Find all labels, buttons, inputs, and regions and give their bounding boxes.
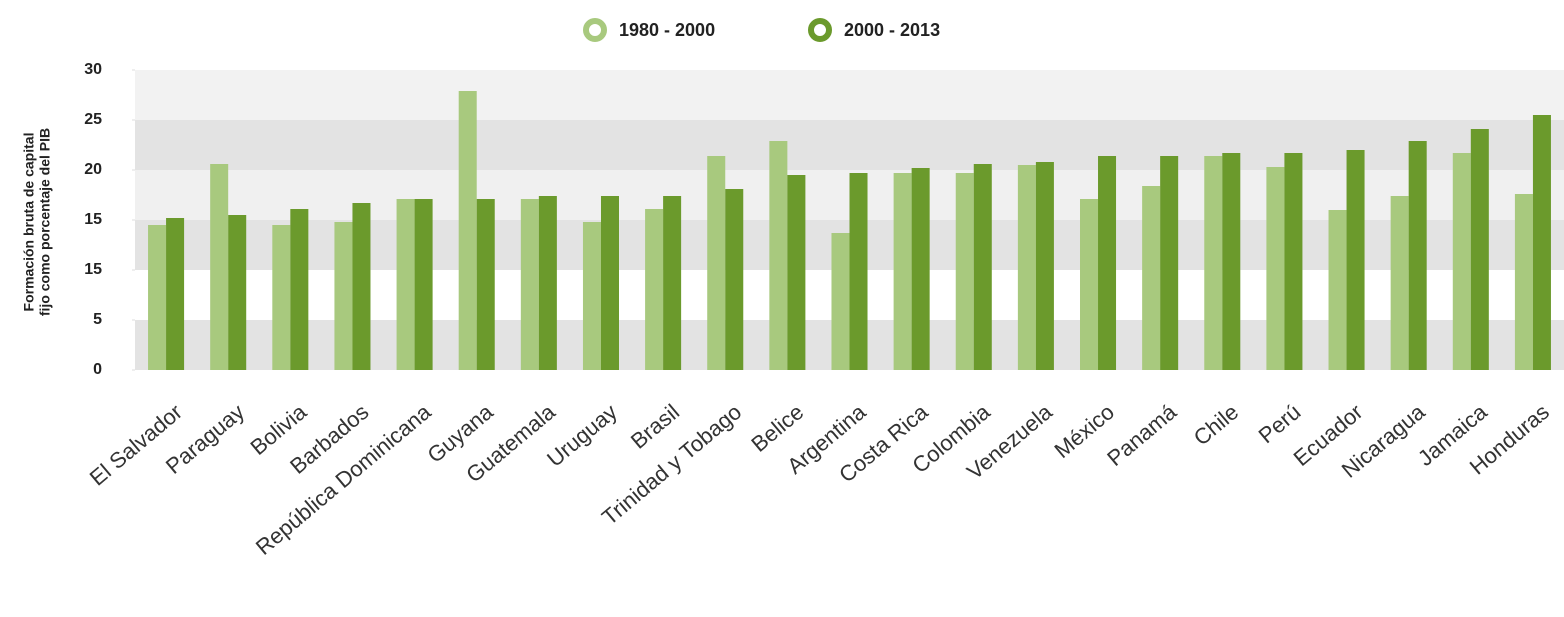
y-axis-label-line: Formación bruta de capital bbox=[21, 133, 37, 312]
bar bbox=[1346, 150, 1365, 370]
bar bbox=[476, 199, 495, 370]
bar bbox=[1098, 156, 1117, 370]
bar bbox=[973, 164, 992, 370]
y-axis-label-line: fijo como porcentaje del PIB bbox=[37, 128, 53, 316]
bar bbox=[725, 189, 744, 370]
y-tick-label: 20 bbox=[84, 161, 102, 178]
bar bbox=[1284, 153, 1303, 370]
x-tick-label: Perú bbox=[1254, 399, 1306, 448]
bar bbox=[458, 91, 477, 370]
bar bbox=[334, 222, 353, 370]
grid-band bbox=[135, 70, 1564, 120]
bar bbox=[352, 203, 371, 370]
x-tick-label: Uruguay bbox=[542, 399, 622, 472]
bar bbox=[663, 196, 682, 370]
y-tick-label: 15 bbox=[84, 261, 102, 278]
bar bbox=[707, 156, 726, 370]
legend-marker bbox=[583, 18, 607, 42]
bar bbox=[520, 199, 539, 370]
legend-label: 1980 - 2000 bbox=[619, 20, 715, 40]
bar bbox=[600, 196, 619, 370]
x-tick-label: El Salvador bbox=[85, 399, 187, 490]
bar bbox=[166, 218, 185, 370]
bar bbox=[893, 173, 912, 370]
bar bbox=[538, 196, 557, 370]
y-axis-label: Formación bruta de capital fijo como por… bbox=[21, 128, 53, 316]
bar bbox=[414, 199, 433, 370]
bar bbox=[1222, 153, 1241, 370]
bar bbox=[831, 233, 850, 370]
bar bbox=[1266, 167, 1285, 370]
bar bbox=[911, 168, 930, 370]
bar bbox=[1532, 115, 1551, 370]
bar bbox=[1328, 210, 1347, 370]
bar bbox=[849, 173, 868, 370]
bar bbox=[1035, 162, 1054, 370]
bar bbox=[1390, 196, 1409, 370]
bar bbox=[787, 175, 806, 370]
bar bbox=[582, 222, 601, 370]
y-tick-label: 15 bbox=[84, 211, 102, 228]
bar bbox=[290, 209, 309, 370]
bar bbox=[1142, 186, 1161, 370]
bar bbox=[1408, 141, 1427, 370]
y-tick-label: 0 bbox=[93, 361, 102, 378]
x-tick-label: Chile bbox=[1189, 399, 1243, 450]
bar bbox=[148, 225, 167, 370]
x-tick-label: Panamá bbox=[1102, 399, 1181, 471]
bar bbox=[645, 209, 664, 370]
bar bbox=[396, 199, 415, 370]
y-tick-label: 25 bbox=[84, 111, 102, 128]
bar bbox=[1204, 156, 1223, 370]
bar bbox=[210, 164, 229, 370]
legend-label: 2000 - 2013 bbox=[844, 20, 940, 40]
bar bbox=[1017, 165, 1036, 370]
bar bbox=[1160, 156, 1179, 370]
bar bbox=[1514, 194, 1533, 370]
y-tick-label: 5 bbox=[93, 311, 102, 328]
bar bbox=[228, 215, 247, 370]
bar bbox=[272, 225, 291, 370]
bar bbox=[955, 173, 974, 370]
bar bbox=[1470, 129, 1489, 370]
grid-band bbox=[135, 120, 1564, 170]
bar bbox=[1080, 199, 1099, 370]
bar bbox=[1452, 153, 1471, 370]
legend-marker bbox=[808, 18, 832, 42]
y-tick-label: 30 bbox=[84, 61, 102, 78]
bar bbox=[769, 141, 788, 370]
